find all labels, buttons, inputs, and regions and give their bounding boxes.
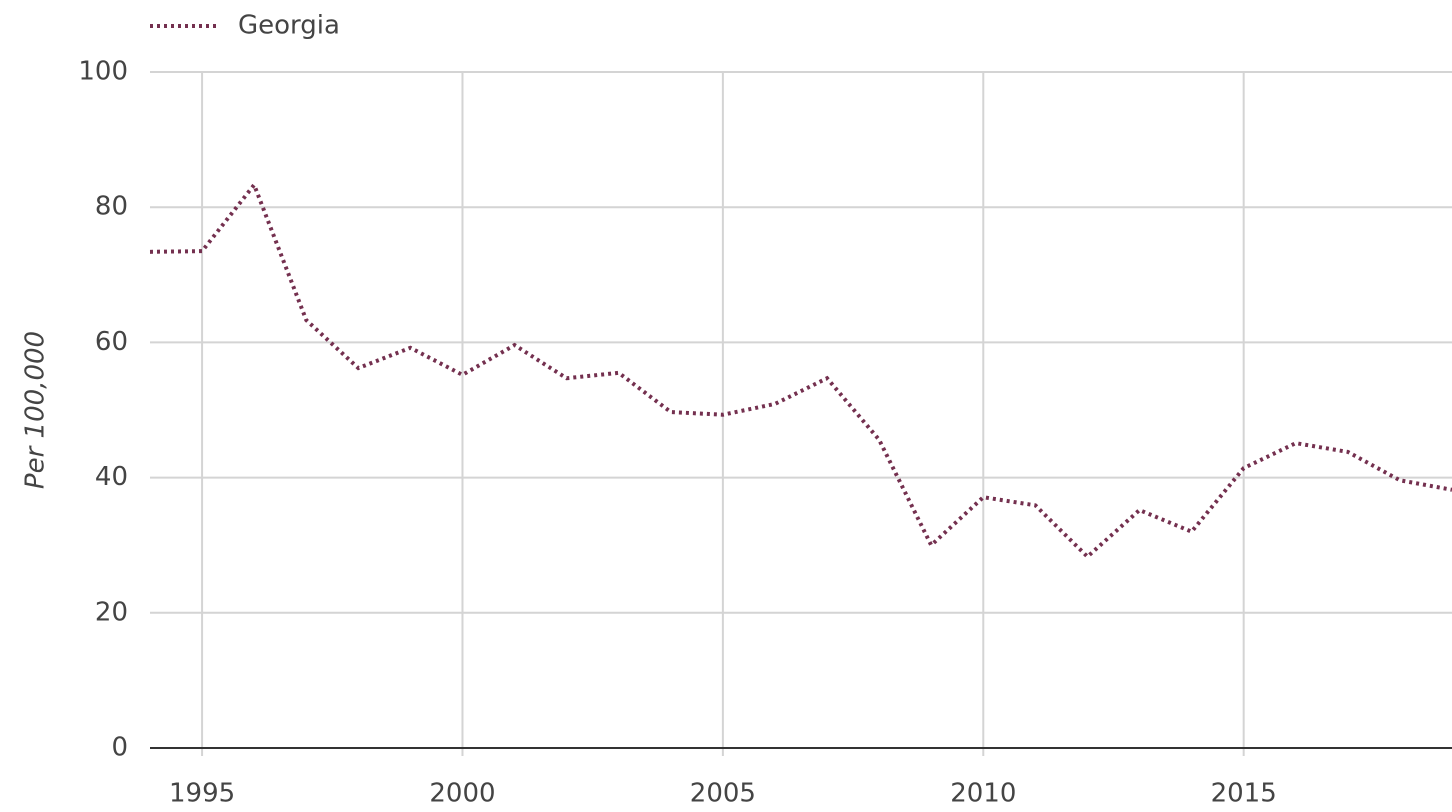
y-tick-label: 100 [78,57,128,87]
legend-label: Georgia [238,11,340,41]
x-tick-label: 2015 [1211,779,1277,809]
data-line [149,180,1452,560]
y-tick-label: 0 [111,733,128,763]
x-tick-label: 1995 [169,779,235,809]
x-tick-label: 2010 [950,779,1016,809]
y-tick-label: 80 [95,192,128,222]
x-tick-label: 2000 [429,779,495,809]
y-tick-label: 60 [95,327,128,357]
y-axis-label: Per 100,000 [21,331,51,489]
y-tick-label: 20 [95,597,128,627]
x-tick-label: 2005 [690,779,756,809]
y-tick-label: 40 [95,462,128,492]
